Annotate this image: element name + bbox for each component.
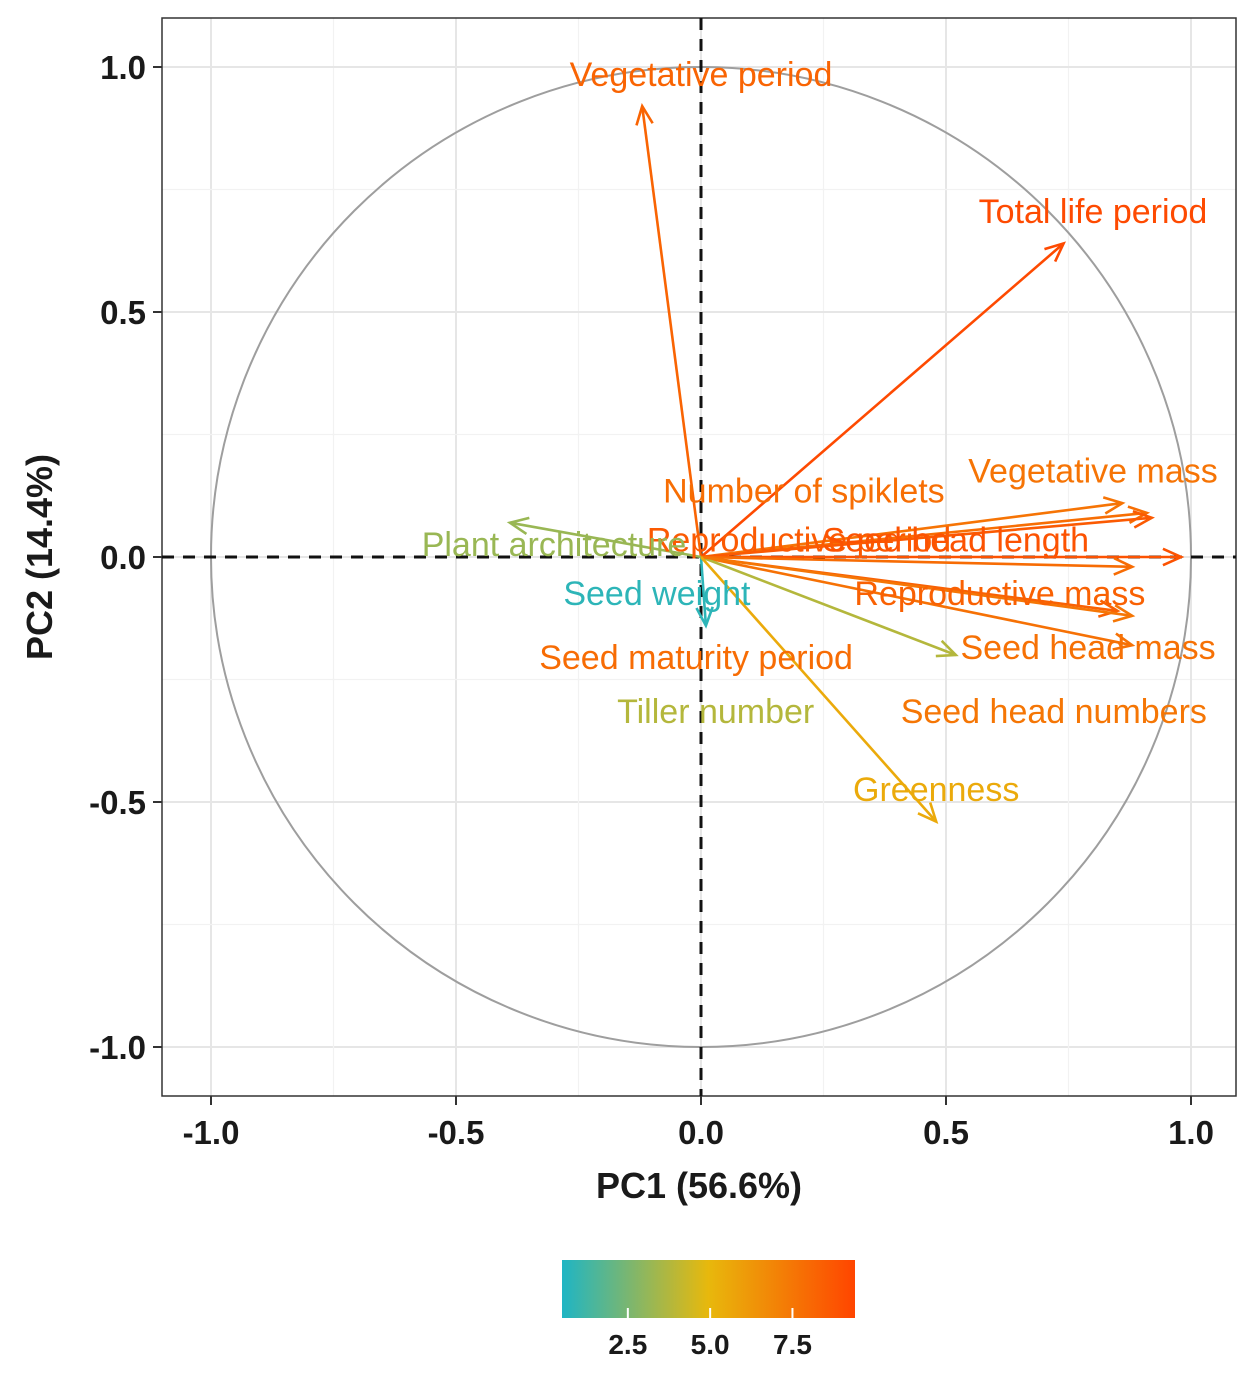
arrow-seed-head-mass (700, 555, 1136, 651)
arrow-head (635, 103, 654, 126)
arrow-head (935, 639, 959, 658)
arrow-head (1102, 496, 1126, 515)
arrow-vegetative-mass (700, 496, 1126, 559)
arrow-shaft (700, 242, 1065, 558)
label-seed-maturity-period: Seed maturity period (539, 639, 853, 677)
label-plant-architecture: Plant architecture (422, 526, 687, 564)
colorbar-tick-label: 5.0 (691, 1329, 730, 1360)
arrow-shaft (700, 516, 1152, 559)
arrow-shaft (700, 556, 938, 823)
arrow-head (506, 516, 530, 536)
x-tick-label: 0.5 (923, 1114, 969, 1151)
variable-arrows (506, 103, 1185, 824)
colorbar-tick-label: 2.5 (608, 1329, 647, 1360)
label-seed-head-length: Seed head length (823, 521, 1090, 559)
label-reproductive-mass: Reproductive mass (854, 575, 1145, 613)
label-greenness: Greenness (853, 771, 1019, 809)
arrow-seed-weight (695, 556, 714, 629)
variable-labels: Vegetative period Total life period Number… (422, 56, 1218, 809)
arrow-shaft (699, 556, 708, 626)
label-vegetative-period: Vegetative period (570, 56, 833, 94)
y-axis-title: PC2 (14.4%) (19, 454, 60, 660)
label-tiller-number: Tiller number (617, 693, 814, 731)
colorbar-ticks: 2.5 5.0 7.5 (608, 1308, 812, 1360)
label-vegetative-mass: Vegetative mass (968, 453, 1217, 491)
arrow-shaft (700, 555, 1133, 569)
label-seed-weight: Seed weight (563, 575, 751, 613)
arrow-head (1162, 547, 1185, 567)
y-tick-label: 0.0 (100, 539, 146, 576)
arrow-greenness (700, 556, 939, 824)
arrow-head (1112, 604, 1136, 623)
arrow-total-life-period (700, 241, 1067, 558)
arrow-shaft (509, 521, 702, 559)
arrow-head (695, 606, 714, 629)
label-seed-head-numbers: Seed head numbers (901, 693, 1207, 731)
arrow-seed-maturity-period (700, 555, 1136, 576)
arrow-head (1112, 632, 1136, 651)
label-number-of-spiklets: Number of spiklets (663, 472, 945, 510)
x-tick-label: -0.5 (428, 1114, 485, 1151)
x-tick-label: 1.0 (1168, 1114, 1214, 1151)
arrow-head (1113, 557, 1136, 576)
label-total-life-period: Total life period (979, 193, 1208, 231)
y-tick-label: 0.5 (100, 294, 146, 331)
arrow-vegetative-period (635, 103, 703, 558)
arrow-tiller-number (700, 555, 959, 658)
axis-ticks: -1.0 -0.5 0.0 0.5 1.0 1.0 0.5 0.0 -0.5 -1.0 (89, 49, 1214, 1151)
arrow-plant-architecture (506, 516, 702, 559)
arrow-shaft (700, 555, 1133, 647)
y-tick-label: -1.0 (89, 1029, 146, 1066)
arrow-shaft (640, 106, 703, 558)
label-reproductive-period: Reproductive period (647, 521, 951, 559)
y-tick-label: -0.5 (89, 784, 146, 821)
arrow-shaft (700, 501, 1123, 559)
arrow-head (1044, 241, 1067, 263)
y-tick-label: 1.0 (100, 49, 146, 86)
arrow-shaft (700, 555, 957, 657)
arrow-head (917, 802, 939, 824)
arrow-seed-head-numbers (700, 555, 1136, 623)
arrow-head (1097, 599, 1121, 618)
x-axis-title: PC1 (56.6%) (596, 1165, 802, 1206)
colorbar-tick-label: 7.5 (773, 1329, 812, 1360)
arrow-shaft (700, 555, 1133, 618)
x-tick-label: -1.0 (183, 1114, 240, 1151)
x-tick-label: 0.0 (678, 1114, 724, 1151)
arrow-reproductive-period (700, 510, 1155, 559)
arrow-seed-head-length (701, 547, 1185, 567)
arrow-head (1132, 510, 1155, 529)
label-seed-head-mass: Seed head mass (961, 629, 1216, 667)
contrib-colorbar (562, 1260, 855, 1318)
